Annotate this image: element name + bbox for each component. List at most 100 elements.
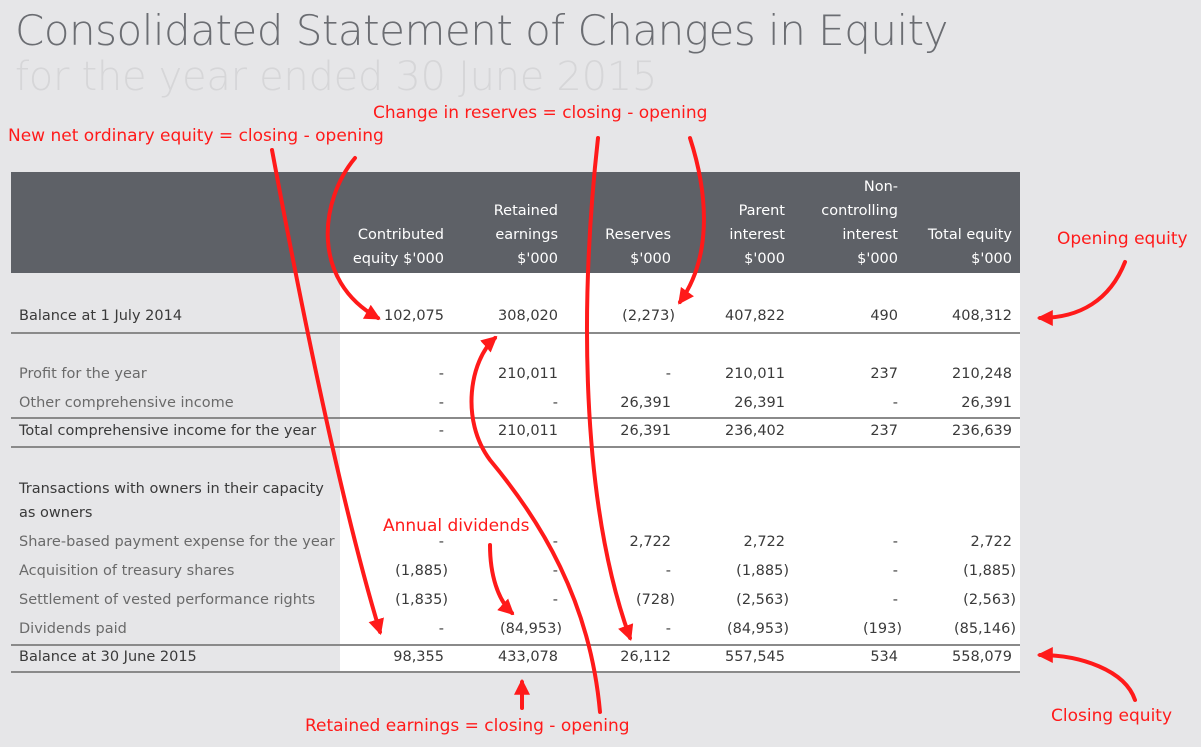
cell-parent-interest: (2,563)	[736, 592, 789, 608]
cell-parent-interest: 2,722	[743, 534, 785, 550]
cell-parent-interest: 210,011	[725, 366, 785, 382]
cell-total-equity: 236,639	[952, 423, 1012, 439]
annotation-opening-equity: Opening equity	[1057, 229, 1188, 249]
table-row-oci: Other comprehensive income - - 26,391 26…	[11, 391, 1020, 419]
page-subtitle: for the year ended 30 June 2015	[15, 54, 658, 100]
cell-non-controlling-interest: 490	[870, 308, 898, 324]
cell-non-controlling-interest: -	[892, 563, 898, 579]
column-header-reserves: Reserves $'000	[605, 227, 671, 267]
cell-total-equity: 26,391	[961, 395, 1012, 411]
cell-retained-earnings: -	[552, 395, 558, 411]
page-title: Consolidated Statement of Changes in Equ…	[15, 6, 949, 55]
cell-retained-earnings: (84,953)	[499, 621, 562, 637]
cell-contributed-equity: -	[438, 423, 444, 439]
table-row-vested-performance-rights: Settlement of vested performance rights …	[11, 588, 1020, 616]
arrow-to-opening-contributed	[325, 156, 381, 320]
row-divider	[11, 332, 1020, 334]
section-heading-transactions-cont: as owners	[11, 501, 1020, 529]
cell-contributed-equity: -	[438, 395, 444, 411]
table-body-background	[340, 273, 1020, 673]
arrow-to-opening-reserves	[678, 136, 706, 305]
row-label: Balance at 30 June 2015	[19, 649, 197, 665]
cell-total-equity: (85,146)	[953, 621, 1016, 637]
cell-parent-interest: 407,822	[725, 308, 785, 324]
row-label: Share-based payment expense for the year	[19, 534, 335, 550]
cell-retained-earnings: 433,078	[498, 649, 558, 665]
arrow-to-opening-retained	[469, 335, 602, 714]
cell-retained-earnings: 210,011	[498, 366, 558, 382]
table-row-treasury-shares: Acquisition of treasury shares (1,885) -…	[11, 559, 1020, 587]
cell-retained-earnings: -	[552, 563, 558, 579]
arrow-to-opening-total	[1036, 260, 1127, 326]
cell-non-controlling-interest: -	[892, 534, 898, 550]
cell-parent-interest: 26,391	[734, 395, 785, 411]
cell-non-controlling-interest: -	[892, 592, 898, 608]
table-row-opening-balance: Balance at 1 July 2014 102,075 308,020 (…	[11, 304, 1020, 332]
column-header-retained-earnings: Retained earnings $'000	[493, 203, 558, 267]
cell-total-equity: 2,722	[970, 534, 1012, 550]
cell-contributed-equity: -	[438, 366, 444, 382]
cell-reserves: (728)	[636, 592, 675, 608]
row-divider	[11, 644, 1020, 646]
column-header-parent-interest: Parent interest $'000	[729, 203, 785, 267]
column-header-non-controlling-interest: Non- controlling interest $'000	[821, 179, 898, 267]
cell-reserves: -	[665, 563, 671, 579]
cell-contributed-equity: -	[438, 621, 444, 637]
arrow-to-closing-contributed	[270, 148, 384, 636]
row-label: as owners	[19, 505, 93, 521]
table-row-closing-balance: Balance at 30 June 2015 98,355 433,078 2…	[11, 645, 1020, 673]
table-row-total-comprehensive-income: Total comprehensive income for the year …	[11, 419, 1020, 447]
annotation-closing-equity: Closing equity	[1051, 706, 1173, 726]
row-label: Transactions with owners in their capaci…	[19, 481, 324, 497]
cell-total-equity: 558,079	[952, 649, 1012, 665]
cell-non-controlling-interest: 237	[870, 366, 898, 382]
cell-total-equity: (1,885)	[963, 563, 1016, 579]
row-label: Other comprehensive income	[19, 395, 234, 411]
cell-reserves: 26,391	[620, 423, 671, 439]
cell-retained-earnings: -	[552, 534, 558, 550]
arrow-to-closing-reserves	[585, 136, 634, 642]
cell-total-equity: (2,563)	[963, 592, 1016, 608]
cell-contributed-equity: (1,885)	[395, 563, 448, 579]
cell-contributed-equity: 98,355	[393, 649, 444, 665]
annotation-new-net-equity: New net ordinary equity = closing - open…	[8, 126, 384, 146]
cell-reserves: 26,112	[620, 649, 671, 665]
cell-retained-earnings: 308,020	[498, 308, 558, 324]
table-row-dividends-paid: Dividends paid - (84,953) - (84,953) (19…	[11, 617, 1020, 645]
cell-reserves: (2,273)	[622, 308, 675, 324]
cell-reserves: 2,722	[629, 534, 671, 550]
cell-parent-interest: 236,402	[725, 423, 785, 439]
cell-parent-interest: (84,953)	[726, 621, 789, 637]
cell-parent-interest: (1,885)	[736, 563, 789, 579]
cell-retained-earnings: -	[552, 592, 558, 608]
section-heading-transactions: Transactions with owners in their capaci…	[11, 477, 1020, 505]
row-label: Balance at 1 July 2014	[19, 308, 183, 324]
cell-retained-earnings: 210,011	[498, 423, 558, 439]
cell-non-controlling-interest: (193)	[863, 621, 902, 637]
cell-contributed-equity: 102,075	[384, 308, 444, 324]
column-header-total-equity: Total equity $'000	[927, 227, 1012, 267]
cell-non-controlling-interest: 237	[870, 423, 898, 439]
cell-non-controlling-interest: -	[892, 395, 898, 411]
annotation-change-reserves: Change in reserves = closing - opening	[373, 103, 708, 123]
annotation-annual-dividends: Annual dividends	[383, 516, 530, 536]
arrow-to-dividends-paid	[488, 543, 515, 616]
cell-reserves: -	[665, 366, 671, 382]
cell-total-equity: 408,312	[952, 308, 1012, 324]
row-divider	[11, 671, 1020, 673]
row-label: Settlement of vested performance rights	[19, 592, 316, 608]
cell-total-equity: 210,248	[952, 366, 1012, 382]
cell-contributed-equity: (1,835)	[395, 592, 448, 608]
row-label: Acquisition of treasury shares	[19, 563, 235, 579]
cell-parent-interest: 557,545	[725, 649, 785, 665]
column-header-contributed-equity: Contributed equity $'000	[352, 227, 444, 267]
cell-contributed-equity: -	[438, 534, 444, 550]
annotation-retained-earnings: Retained earnings = closing - opening	[305, 716, 630, 736]
table-row-share-based-payment: Share-based payment expense for the year…	[11, 530, 1020, 558]
row-label: Total comprehensive income for the year	[19, 423, 317, 439]
arrow-to-closing-total	[1036, 647, 1137, 702]
row-divider	[11, 446, 1020, 448]
table-header: Contributed equity $'000 Retained earnin…	[11, 172, 1020, 273]
row-label: Dividends paid	[19, 621, 127, 637]
